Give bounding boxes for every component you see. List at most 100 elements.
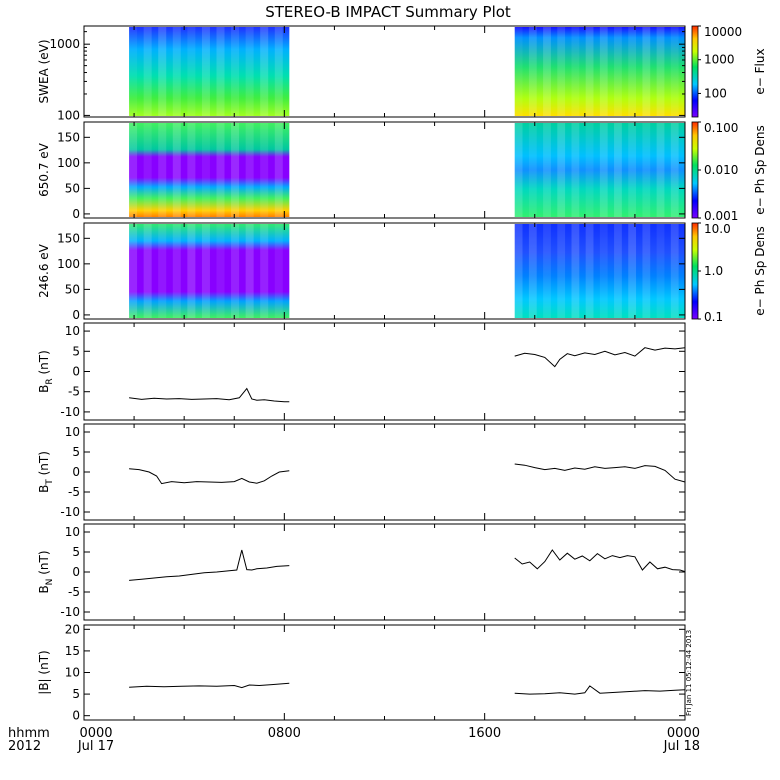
spectrogram-stripe: [628, 123, 637, 217]
spectrogram-block: [129, 224, 290, 318]
y-tick-label: 0: [72, 709, 80, 723]
y-tick-label: -5: [68, 485, 80, 499]
spectrogram-stripe: [143, 27, 152, 116]
spectrogram-stripe: [129, 224, 138, 318]
y-axis-label: BR (nT): [37, 350, 55, 393]
field-trace: [514, 463, 686, 483]
spectrogram-stripe: [260, 27, 269, 116]
y-tick-label: 100: [57, 156, 80, 170]
spectrogram-stripe: [172, 123, 181, 217]
spectrogram-stripe: [557, 123, 566, 217]
spectrogram-stripe: [216, 27, 225, 116]
spectrogram-stripe: [599, 224, 608, 318]
spectrogram-stripe: [656, 224, 665, 318]
panel-bn: -10 -5 0 5 10 BN (nT): [37, 523, 686, 621]
y-tick-label: 150: [57, 130, 80, 144]
plot-title: STEREO-B IMPACT Summary Plot: [265, 3, 511, 21]
y-tick-label: 0: [72, 207, 80, 221]
colorbar-tick-label: 1.0: [704, 264, 723, 278]
spectrogram-stripe: [172, 224, 181, 318]
colorbar-swea: [691, 25, 699, 118]
spectrogram-stripe: [571, 224, 580, 318]
time-tick-label: 0000: [667, 726, 700, 741]
panel-frame: [83, 322, 686, 421]
spectrogram-stripe: [585, 27, 594, 116]
field-trace: [129, 549, 290, 581]
time-axis-label: hhmm: [8, 726, 50, 741]
colorbar-pad246: [691, 222, 699, 320]
spectrogram-stripe: [143, 123, 152, 217]
time-tick-label: 1600: [468, 726, 501, 741]
colorbar-tick-label: 1000: [704, 53, 735, 67]
y-axis-label: |B| (nT): [37, 650, 51, 694]
spectrogram-stripe: [187, 224, 196, 318]
spectrogram-stripe: [670, 27, 679, 116]
panel-frame: [83, 523, 686, 621]
spectrogram-stripe: [514, 123, 523, 217]
spectrogram-stripe: [274, 27, 283, 116]
time-tick-label: 0000: [79, 726, 112, 741]
spectrogram-stripe: [172, 27, 181, 116]
spectrogram-stripe: [571, 123, 580, 217]
y-axis-label: 246.6 eV: [37, 243, 51, 298]
field-trace: [129, 682, 290, 689]
colorbar-tick-label: 0.010: [704, 163, 738, 177]
spectrogram-stripe: [158, 123, 167, 217]
colorbar-tick-label: 10.0: [704, 222, 731, 236]
spectrogram-stripe: [614, 224, 622, 318]
spectrogram-stripe: [231, 27, 240, 116]
y-tick-label: 5: [72, 445, 80, 459]
spectrogram-stripe: [528, 27, 537, 116]
spectrogram-stripe: [231, 123, 240, 217]
spectrogram-stripe: [642, 123, 651, 217]
y-tick-label: 150: [57, 231, 80, 245]
y-axis-label: SWEA (eV): [37, 39, 51, 103]
spectrogram-stripe: [245, 224, 254, 318]
spectrogram-stripe: [274, 123, 283, 217]
spectrogram-stripe: [158, 27, 167, 116]
y-tick-label: 10: [65, 425, 80, 439]
panel-pad246: 0.1 1.0 10.0 e− Ph Sp Dens 0 50 100 150 246.6 eV: [37, 222, 767, 324]
spectrogram-stripe: [158, 224, 167, 318]
y-tick-label: 0: [72, 565, 80, 579]
time-tick-date: Jul 18: [663, 739, 700, 754]
spectrogram-block: [514, 123, 685, 217]
field-trace: [129, 387, 290, 403]
y-tick-label: 100: [57, 257, 80, 271]
spectrogram-stripe: [528, 123, 537, 217]
panel-br: -10 -5 0 5 10 BR (nT): [37, 322, 686, 421]
time-tick-label: 0800: [268, 726, 301, 741]
field-trace: [514, 685, 686, 695]
spectrogram-stripe: [571, 27, 580, 116]
spectrogram-stripe: [543, 27, 551, 116]
panel-bmag: 0 5 10 15 20 |B| (nT): [37, 622, 686, 723]
field-trace: [129, 468, 290, 485]
colorbar-pad650: [691, 121, 699, 219]
spectrogram-stripe: [628, 224, 637, 318]
spectrogram-stripe: [642, 224, 651, 318]
y-tick-label: 20: [65, 622, 80, 636]
y-axis-label: 650.7 eV: [37, 142, 51, 197]
y-tick-label: -5: [68, 585, 80, 599]
spectrogram-stripe: [614, 123, 622, 217]
spectrogram-stripe: [557, 27, 566, 116]
spectrogram-stripe: [557, 224, 566, 318]
y-tick-label: 15: [65, 644, 80, 658]
colorbar-tick-label: 0.1: [704, 310, 723, 324]
panel-bt: -10 -5 0 5 10 BT (nT): [37, 423, 686, 521]
field-trace: [514, 549, 686, 573]
spectrogram-stripe: [201, 224, 210, 318]
spectrogram-block: [514, 224, 685, 318]
spectrogram-stripe: [628, 27, 637, 116]
spectrogram-stripe: [129, 123, 138, 217]
spectrogram-stripe: [514, 224, 523, 318]
panel-pad650: 0.001 0.010 0.100 e− Ph Sp Dens 0 50 100 150 650…: [37, 121, 767, 223]
spectrogram-stripe: [216, 224, 225, 318]
colorbar-label: e− Flux: [753, 48, 767, 94]
y-tick-label: -10: [60, 605, 80, 619]
spectrogram-stripe: [201, 123, 210, 217]
spectrogram-stripe: [670, 123, 679, 217]
y-tick-label: 5: [72, 545, 80, 559]
spectrogram-stripe: [543, 123, 551, 217]
y-tick-label: 50: [65, 282, 80, 296]
